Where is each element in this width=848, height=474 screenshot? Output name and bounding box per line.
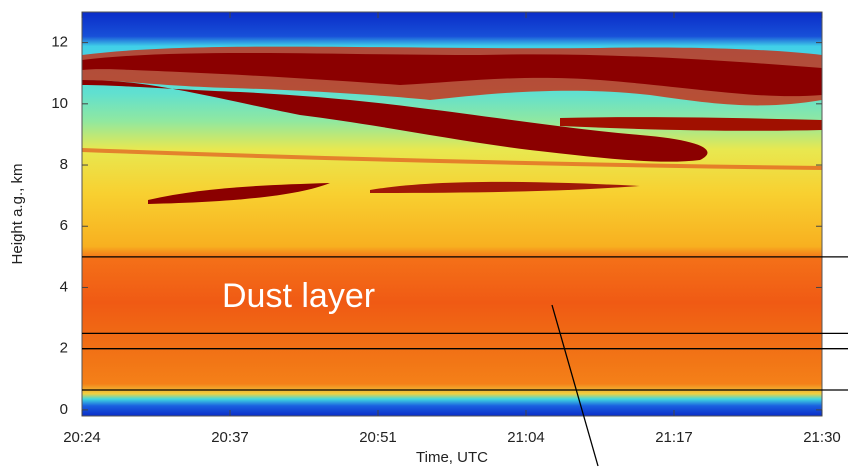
x-tick-label: 21:30: [803, 429, 841, 446]
x-tick-label: 20:37: [211, 429, 249, 446]
x-axis-label: Time, UTC: [416, 449, 488, 466]
y-tick-label: 8: [60, 156, 68, 173]
plot-frame: [81, 11, 823, 417]
x-tick-label: 20:24: [63, 429, 101, 446]
y-tick-label: 6: [60, 217, 68, 234]
x-tick-label: 21:04: [507, 429, 545, 446]
axes: 0 2 4 6 8 10 12 20:24 20:37 20:51 21:04 21:17 21:30: [51, 12, 848, 446]
annotation-arrow: [551, 304, 599, 467]
y-tick-label: 10: [51, 95, 68, 112]
y-tick-label: 12: [51, 34, 68, 51]
x-tick-label: 21:17: [655, 429, 693, 446]
y-tick-label: 2: [60, 340, 68, 357]
backscatter-field: [82, 12, 822, 416]
x-tick-label: 20:51: [359, 429, 397, 446]
y-axis-label: Height a.g., km: [9, 164, 26, 265]
annotation: Dust layer: [222, 277, 375, 315]
y-tick-label: 4: [60, 278, 68, 295]
y-tick-label: 0: [60, 401, 68, 418]
